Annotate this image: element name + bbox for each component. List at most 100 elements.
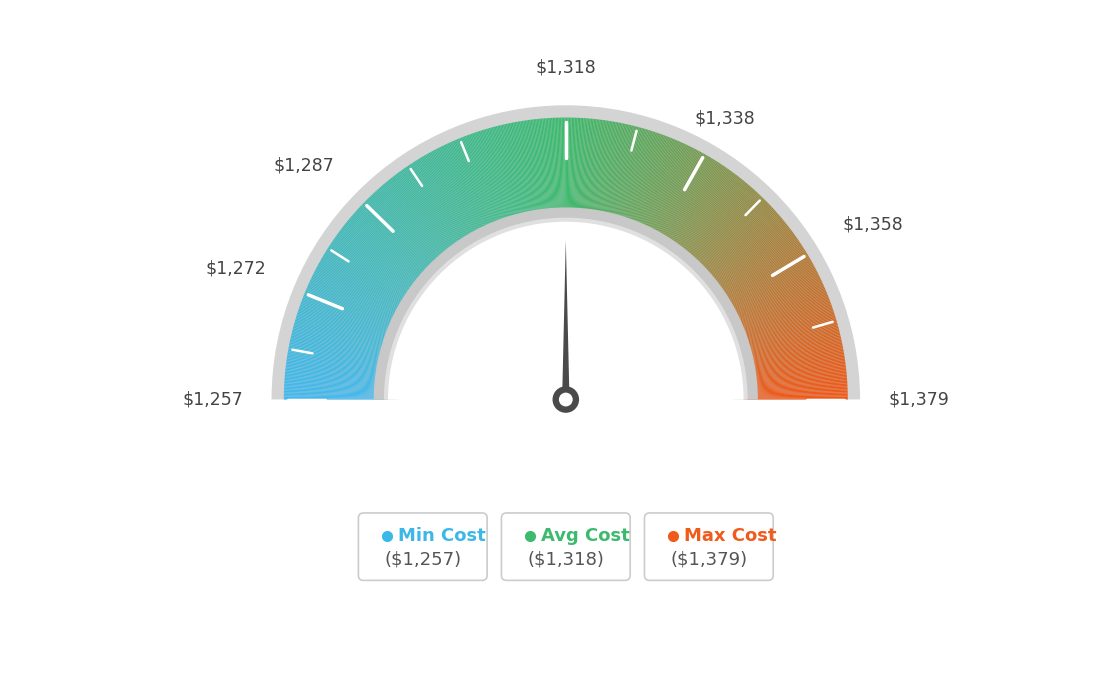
Wedge shape bbox=[745, 385, 848, 391]
Wedge shape bbox=[422, 156, 475, 245]
Wedge shape bbox=[744, 362, 846, 376]
Wedge shape bbox=[284, 389, 386, 394]
Wedge shape bbox=[628, 135, 666, 231]
Wedge shape bbox=[715, 244, 802, 301]
Wedge shape bbox=[459, 138, 499, 233]
Wedge shape bbox=[285, 379, 386, 387]
Wedge shape bbox=[744, 363, 846, 377]
Wedge shape bbox=[522, 121, 539, 222]
Wedge shape bbox=[631, 137, 671, 233]
Polygon shape bbox=[562, 240, 570, 400]
Wedge shape bbox=[718, 250, 806, 305]
Wedge shape bbox=[664, 163, 721, 249]
Wedge shape bbox=[689, 194, 760, 269]
Wedge shape bbox=[741, 337, 841, 360]
Wedge shape bbox=[613, 127, 640, 226]
Wedge shape bbox=[638, 141, 680, 235]
Wedge shape bbox=[745, 379, 847, 387]
Circle shape bbox=[552, 386, 580, 413]
Wedge shape bbox=[438, 148, 485, 239]
Wedge shape bbox=[559, 117, 562, 220]
Wedge shape bbox=[713, 237, 797, 297]
Wedge shape bbox=[291, 333, 391, 357]
Wedge shape bbox=[537, 119, 548, 221]
Wedge shape bbox=[742, 341, 842, 363]
Wedge shape bbox=[574, 118, 581, 220]
Wedge shape bbox=[591, 120, 605, 221]
Wedge shape bbox=[649, 150, 698, 241]
Wedge shape bbox=[707, 224, 787, 288]
Wedge shape bbox=[726, 274, 819, 320]
Wedge shape bbox=[740, 325, 838, 353]
Wedge shape bbox=[716, 246, 803, 302]
Wedge shape bbox=[337, 234, 421, 295]
Wedge shape bbox=[384, 217, 747, 400]
Wedge shape bbox=[436, 148, 485, 239]
Wedge shape bbox=[496, 126, 522, 226]
Wedge shape bbox=[399, 232, 733, 400]
Wedge shape bbox=[352, 214, 431, 282]
Wedge shape bbox=[415, 161, 470, 248]
Wedge shape bbox=[285, 377, 386, 386]
Wedge shape bbox=[507, 124, 529, 224]
Wedge shape bbox=[300, 304, 396, 339]
Wedge shape bbox=[680, 181, 745, 261]
Wedge shape bbox=[697, 206, 773, 277]
Wedge shape bbox=[445, 144, 489, 237]
Wedge shape bbox=[285, 368, 388, 381]
Wedge shape bbox=[678, 179, 743, 260]
Wedge shape bbox=[418, 158, 473, 246]
Wedge shape bbox=[304, 296, 399, 334]
Wedge shape bbox=[587, 119, 602, 221]
Wedge shape bbox=[603, 124, 625, 224]
Wedge shape bbox=[285, 370, 388, 382]
Wedge shape bbox=[665, 164, 722, 250]
Wedge shape bbox=[651, 152, 702, 242]
Wedge shape bbox=[289, 342, 390, 364]
Wedge shape bbox=[442, 146, 488, 238]
Wedge shape bbox=[513, 122, 533, 223]
Wedge shape bbox=[293, 328, 392, 355]
Wedge shape bbox=[724, 266, 815, 315]
Wedge shape bbox=[707, 224, 788, 288]
Wedge shape bbox=[289, 344, 390, 365]
Wedge shape bbox=[297, 313, 395, 345]
Wedge shape bbox=[319, 261, 410, 312]
Wedge shape bbox=[288, 351, 389, 370]
Wedge shape bbox=[332, 240, 417, 299]
Wedge shape bbox=[291, 334, 391, 359]
Wedge shape bbox=[401, 170, 461, 253]
Wedge shape bbox=[735, 304, 831, 339]
Wedge shape bbox=[482, 130, 513, 228]
Wedge shape bbox=[566, 117, 569, 219]
Wedge shape bbox=[718, 248, 805, 304]
Wedge shape bbox=[598, 122, 618, 223]
Wedge shape bbox=[371, 195, 442, 270]
Wedge shape bbox=[556, 117, 561, 220]
Wedge shape bbox=[745, 393, 848, 397]
Wedge shape bbox=[688, 193, 758, 268]
Wedge shape bbox=[615, 128, 645, 227]
Wedge shape bbox=[646, 147, 692, 239]
Wedge shape bbox=[735, 306, 832, 340]
Wedge shape bbox=[648, 149, 697, 240]
Wedge shape bbox=[321, 259, 410, 310]
Wedge shape bbox=[527, 120, 541, 221]
Wedge shape bbox=[301, 302, 397, 337]
Wedge shape bbox=[573, 118, 580, 220]
Wedge shape bbox=[299, 307, 396, 342]
Text: ($1,379): ($1,379) bbox=[670, 550, 747, 569]
Wedge shape bbox=[440, 146, 487, 239]
Wedge shape bbox=[390, 179, 454, 259]
Wedge shape bbox=[745, 395, 848, 397]
Wedge shape bbox=[631, 137, 670, 233]
Wedge shape bbox=[534, 119, 546, 221]
Wedge shape bbox=[300, 303, 397, 339]
Wedge shape bbox=[659, 158, 713, 246]
Wedge shape bbox=[317, 266, 407, 315]
Wedge shape bbox=[288, 348, 389, 368]
Wedge shape bbox=[673, 173, 735, 256]
Wedge shape bbox=[647, 148, 696, 239]
Wedge shape bbox=[501, 125, 526, 224]
Wedge shape bbox=[701, 213, 778, 282]
